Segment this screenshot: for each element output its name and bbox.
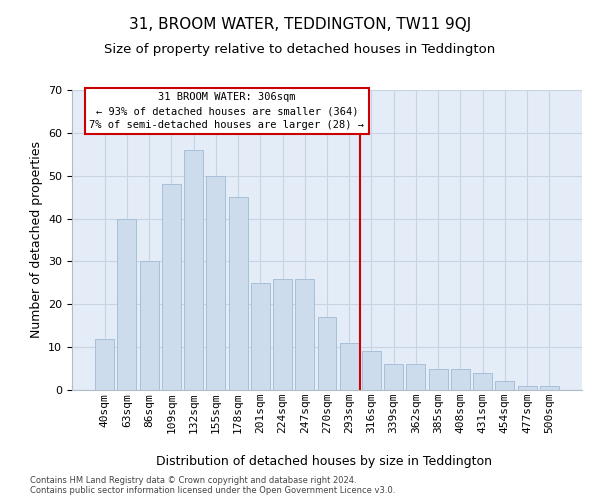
Bar (95, 338, 114, 390)
Text: Distribution of detached houses by size in Teddington: Distribution of detached houses by size … (156, 454, 492, 468)
Bar (118, 218, 136, 390)
Bar (406, 364, 425, 390)
Bar (540, 386, 559, 390)
Bar (273, 278, 292, 390)
Text: 31, BROOM WATER, TEDDINGTON, TW11 9QJ: 31, BROOM WATER, TEDDINGTON, TW11 9QJ (129, 18, 471, 32)
Text: Size of property relative to detached houses in Teddington: Size of property relative to detached ho… (104, 42, 496, 56)
Bar (140, 262, 158, 390)
Bar (184, 150, 203, 390)
Bar (429, 368, 448, 390)
Text: 31 BROOM WATER: 306sqm
← 93% of detached houses are smaller (364)
7% of semi-det: 31 BROOM WATER: 306sqm ← 93% of detached… (89, 92, 364, 130)
Bar (362, 352, 381, 390)
Bar (473, 373, 492, 390)
Bar (229, 197, 248, 390)
Bar (295, 278, 314, 390)
Bar (317, 317, 337, 390)
Bar (451, 368, 470, 390)
Bar (496, 382, 514, 390)
Bar (384, 364, 403, 390)
Bar (206, 176, 225, 390)
Bar (251, 283, 270, 390)
Y-axis label: Number of detached properties: Number of detached properties (29, 142, 43, 338)
Bar (162, 184, 181, 390)
Bar (518, 386, 536, 390)
Text: Contains HM Land Registry data © Crown copyright and database right 2024.
Contai: Contains HM Land Registry data © Crown c… (30, 476, 395, 495)
Bar (340, 343, 359, 390)
